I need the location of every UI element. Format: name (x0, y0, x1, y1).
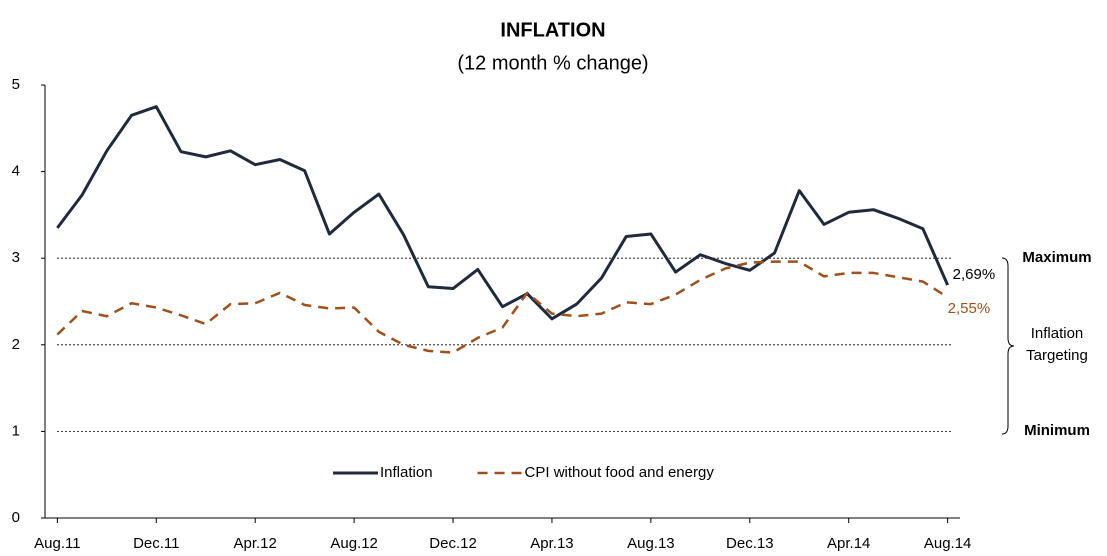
line-series (56, 260, 949, 354)
legend-label: Inflation (380, 464, 433, 481)
x-tick-label: Apr.14 (827, 535, 870, 552)
annotation: Minimum (1024, 422, 1090, 440)
x-tick-label: Aug.12 (330, 535, 378, 552)
data-label: 2,55% (948, 300, 991, 317)
chart-subtitle: (12 month % change) (457, 52, 648, 74)
y-tick-label: 3 (12, 249, 20, 266)
x-tick-label: Apr.13 (530, 535, 573, 552)
x-tick-label: Dec.13 (726, 535, 774, 552)
y-tick-label: 4 (12, 163, 20, 180)
x-tick-label: Aug.14 (924, 535, 972, 552)
annotation: Maximum (1022, 249, 1092, 267)
legend-label: CPI without food and energy (525, 464, 715, 481)
line-series (56, 105, 950, 321)
x-tick-label: Apr.12 (234, 535, 277, 552)
y-tick-label: 2 (12, 336, 20, 353)
x-tick-label: Aug.11 (34, 535, 80, 552)
chart-title: INFLATION (500, 19, 605, 41)
target-brace (1001, 257, 1015, 435)
x-tick-label: Aug.13 (627, 535, 675, 552)
y-tick-label: 1 (12, 422, 20, 439)
x-tick-label: Dec.12 (429, 535, 477, 552)
annotation: Inflation Targeting (1026, 324, 1088, 364)
x-tick-label: Dec.11 (133, 535, 179, 552)
data-label: 2,69% (953, 266, 996, 283)
y-tick-label: 0 (12, 509, 20, 526)
y-tick-label: 5 (12, 76, 20, 93)
